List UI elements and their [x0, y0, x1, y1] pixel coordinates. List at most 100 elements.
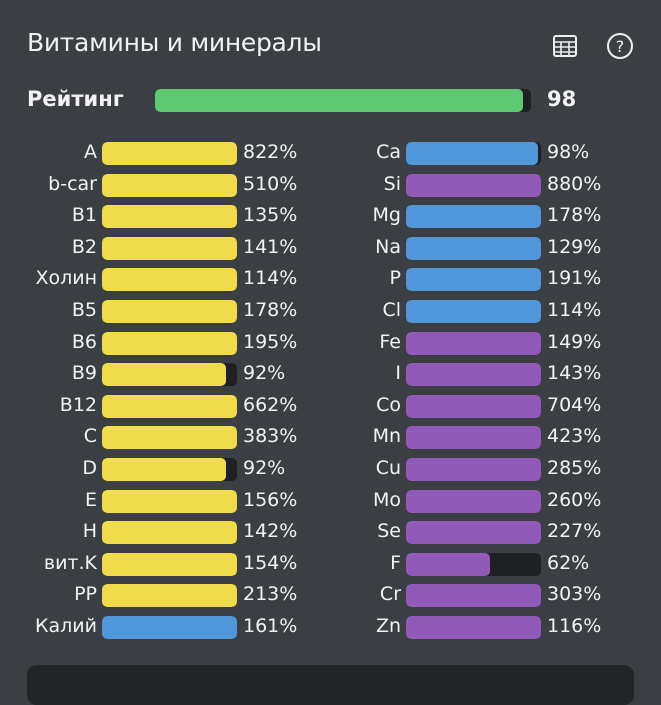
nutrient-bar: [406, 584, 541, 608]
rating-bar-fill: [155, 89, 524, 112]
nutrient-bar-fill: [406, 394, 541, 418]
nutrient-bar: [406, 426, 541, 450]
nutrient-label: B2: [71, 235, 97, 258]
nutrient-bar-fill: [406, 616, 541, 639]
nutrient-bar-fill: [406, 552, 490, 576]
nutrient-row: B6 195%: [0, 331, 360, 355]
nutrient-bar-fill: [102, 616, 237, 639]
nutrient-label: E: [84, 488, 97, 511]
nutrient-bar: [406, 616, 541, 639]
nutrient-label: Cu: [375, 457, 401, 479]
nutrient-bar-fill: [102, 142, 237, 165]
nutrient-row: Mo 260%: [304, 489, 661, 513]
nutrient-row: PP 213%: [0, 583, 360, 608]
nutrient-row: Si 880%: [304, 173, 661, 197]
nutrient-bar: [406, 552, 541, 576]
nutrient-bar: [406, 521, 541, 545]
nutrient-bar-fill: [406, 584, 541, 608]
nutrient-value: 62%: [547, 551, 590, 574]
nutrient-row: B12 662%: [0, 394, 360, 418]
nutrient-label: H: [82, 520, 97, 543]
nutrient-value: 195%: [243, 330, 298, 353]
page-title: Витамины и минералы: [27, 28, 322, 57]
nutrient-bar-fill: [406, 489, 541, 513]
table-icon[interactable]: [551, 32, 579, 60]
nutrient-value: 303%: [547, 583, 602, 606]
rating-bar: [155, 89, 531, 112]
nutrient-label: Fe: [379, 330, 401, 353]
nutrient-row: Ca 98%: [304, 141, 661, 165]
nutrient-bar: [102, 236, 237, 260]
nutrient-label: D: [82, 457, 97, 479]
nutrient-bar: [102, 458, 237, 481]
nutrient-row: Cl 114%: [304, 299, 661, 323]
nutrient-label: b-car: [48, 172, 97, 195]
nutrient-bar: [102, 426, 237, 450]
nutrient-value: 260%: [547, 488, 602, 511]
nutrient-value: 178%: [547, 204, 602, 227]
nutrient-label: Na: [375, 235, 401, 258]
nutrient-bar: [102, 521, 237, 545]
nutrient-bar-fill: [406, 300, 541, 323]
nutrient-row: D 92%: [0, 457, 360, 481]
nutrient-value: 116%: [547, 615, 602, 637]
nutrient-label: P: [389, 267, 401, 290]
nutrient-label: F: [390, 551, 401, 574]
nutrient-bar-fill: [406, 363, 541, 387]
nutrient-value: 142%: [243, 520, 298, 543]
nutrient-bar-fill: [406, 458, 541, 481]
nutrient-value: 383%: [243, 425, 298, 448]
nutrient-bar: [406, 300, 541, 323]
nutrient-row: Fe 149%: [304, 331, 661, 355]
nutrient-label: B6: [71, 330, 97, 353]
nutrient-value: 114%: [243, 267, 298, 290]
nutrient-row: B2 141%: [0, 236, 360, 260]
nutrient-bar: [406, 363, 541, 387]
nutrient-label: Mn: [372, 425, 401, 448]
nutrient-value: 92%: [243, 457, 286, 479]
nutrient-label: I: [395, 362, 401, 385]
nutrient-bar: [406, 268, 541, 292]
nutrient-label: вит.K: [43, 551, 97, 574]
nutrient-value: 227%: [547, 520, 602, 543]
nutrient-value: 149%: [547, 330, 602, 353]
nutrient-value: 135%: [243, 204, 298, 227]
nutrient-bar-fill: [406, 236, 541, 260]
nutrient-value: 98%: [547, 141, 590, 163]
nutrient-value: 510%: [243, 172, 298, 195]
help-circle-icon[interactable]: ?: [606, 32, 634, 60]
nutrient-row: Mg 178%: [304, 204, 661, 229]
nutrient-row: Co 704%: [304, 394, 661, 418]
nutrient-bar: [406, 394, 541, 418]
nutrient-bar-fill: [102, 426, 237, 450]
nutrient-bar: [406, 458, 541, 481]
nutrient-row: B1 135%: [0, 204, 360, 229]
nutrient-bar-fill: [102, 394, 237, 418]
nutrient-value: 880%: [547, 172, 602, 195]
nutrient-bar: [102, 489, 237, 513]
nutrient-bar: [102, 331, 237, 355]
nutrient-row: B9 92%: [0, 362, 360, 387]
rating-value: 98: [547, 87, 577, 111]
nutrient-label: C: [83, 425, 97, 448]
nutrient-label: Se: [377, 520, 401, 543]
nutrient-bar: [406, 173, 541, 197]
nutrient-value: 213%: [243, 583, 298, 606]
nutrient-label: Mo: [372, 488, 401, 511]
nutrient-value: 704%: [547, 393, 602, 416]
nutrient-bar-fill: [102, 458, 227, 481]
nutrient-label: PP: [74, 583, 97, 606]
nutrient-bar: [102, 584, 237, 608]
nutrient-bar-fill: [406, 521, 541, 545]
nutrient-bar: [406, 331, 541, 355]
nutrient-bar-fill: [102, 205, 237, 229]
nutrient-row: B5 178%: [0, 299, 360, 323]
nutrient-label: Калий: [35, 615, 97, 637]
svg-text:?: ?: [616, 37, 625, 56]
nutrient-label: Zn: [375, 615, 401, 637]
nutrient-value: 191%: [547, 267, 602, 290]
nutrient-row: Zn 116%: [304, 615, 661, 639]
nutrient-bar: [406, 489, 541, 513]
nutrient-row: Se 227%: [304, 520, 661, 545]
nutrient-row: P 191%: [304, 267, 661, 292]
